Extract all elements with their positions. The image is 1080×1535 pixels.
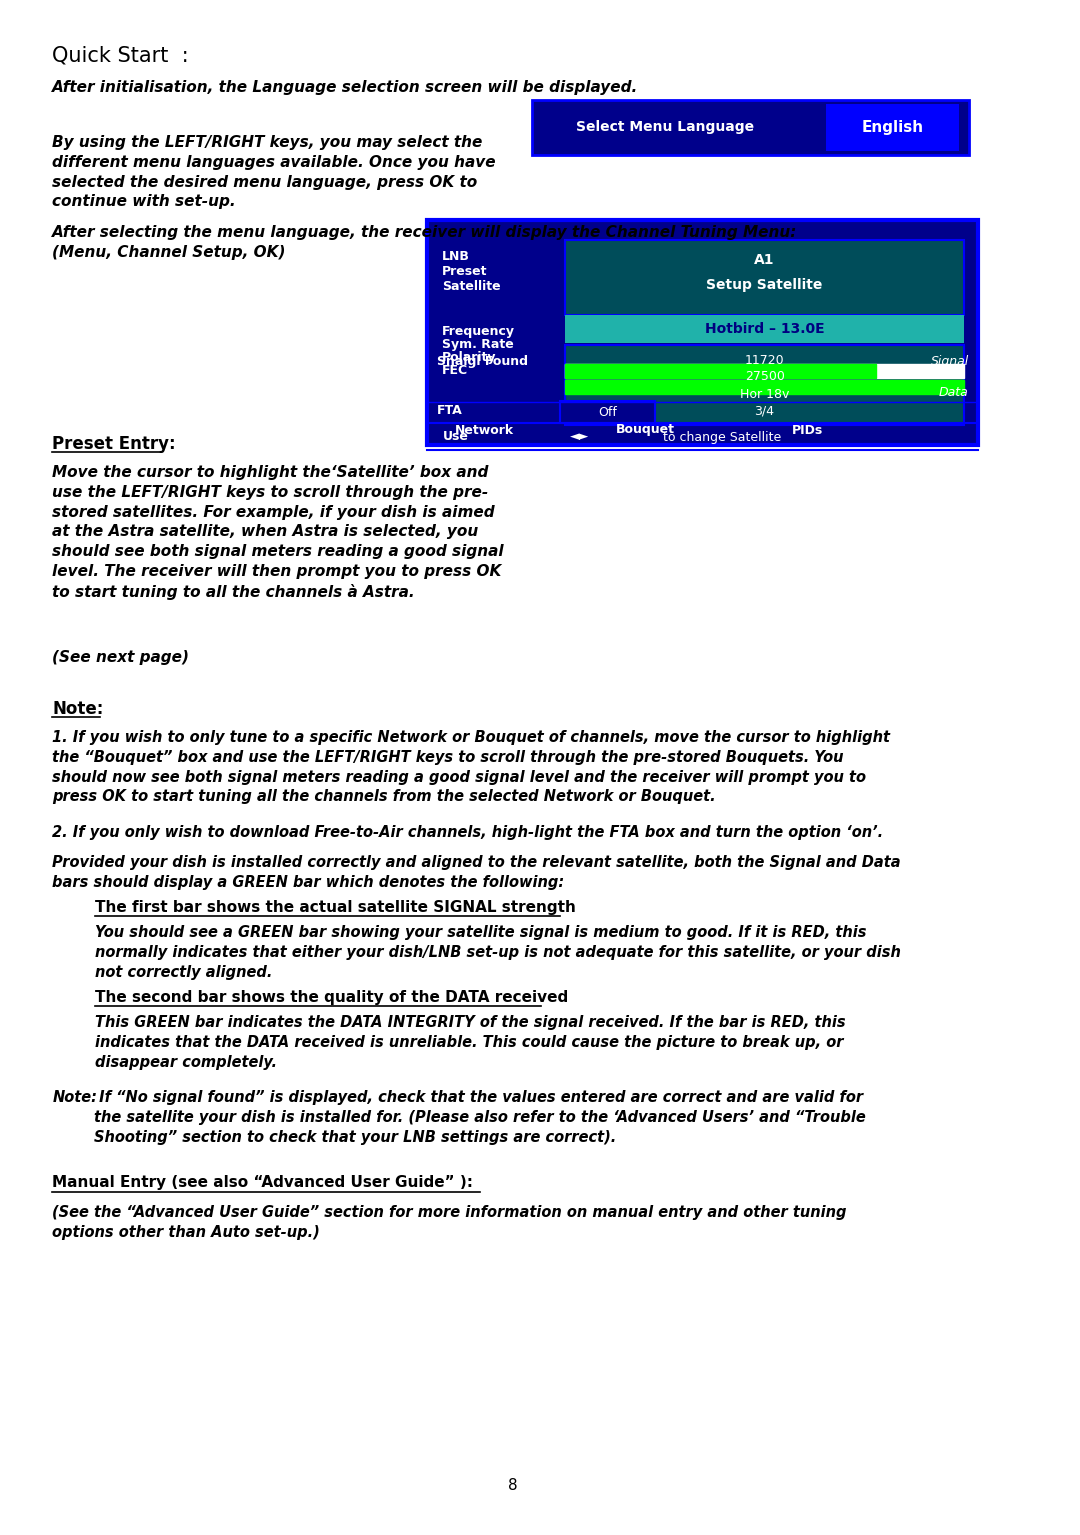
Text: FEC: FEC [442, 364, 468, 378]
Text: Snaigl Found: Snaigl Found [437, 356, 528, 368]
Text: Setup Satellite: Setup Satellite [706, 278, 823, 292]
Text: Move the cursor to highlight the‘Satellite’ box and
use the LEFT/RIGHT keys to s: Move the cursor to highlight the‘Satelli… [52, 465, 504, 600]
Text: Hor 18v: Hor 18v [740, 387, 789, 401]
Text: F2   Mode: F2 Mode [758, 451, 819, 465]
Text: Bouquet: Bouquet [617, 424, 675, 436]
Text: Provided your dish is installed correctly and aligned to the relevant satellite,: Provided your dish is installed correctl… [52, 855, 901, 890]
Text: Network: Network [455, 424, 514, 436]
Text: 3/4: 3/4 [755, 405, 774, 418]
Text: Sym. Rate: Sym. Rate [442, 338, 513, 352]
Text: After selecting the menu language, the receiver will display the Channel Tuning : After selecting the menu language, the r… [52, 226, 798, 259]
Text: 8: 8 [508, 1478, 517, 1492]
Text: LNB: LNB [442, 250, 470, 262]
Bar [565, 381, 964, 394]
Text: Quick Start  :: Quick Start : [52, 45, 189, 64]
Text: PIDs: PIDs [792, 424, 823, 436]
Text: (See next page): (See next page) [52, 649, 189, 665]
Text: Preset Entry:: Preset Entry: [52, 434, 176, 453]
FancyBboxPatch shape [565, 345, 964, 425]
FancyBboxPatch shape [428, 220, 978, 445]
Bar [565, 364, 964, 378]
Text: 11720: 11720 [745, 353, 784, 367]
Text: Manual Entry (see also “Advanced User Guide” ):: Manual Entry (see also “Advanced User Gu… [52, 1174, 473, 1190]
Text: The second bar shows the quality of the DATA received: The second bar shows the quality of the … [95, 990, 568, 1005]
Text: Preset: Preset [442, 266, 487, 278]
Text: Note:: Note: [52, 1090, 97, 1105]
FancyBboxPatch shape [561, 401, 656, 424]
FancyBboxPatch shape [826, 104, 959, 150]
Text: This GREEN bar indicates the DATA INTEGRITY of the signal received. If the bar i: This GREEN bar indicates the DATA INTEGR… [95, 1015, 846, 1070]
Text: to change Satellite: to change Satellite [663, 430, 781, 444]
Text: 2. If you only wish to download Free-to-Air channels, high-light the FTA box and: 2. If you only wish to download Free-to-… [52, 824, 883, 840]
Text: Frequency: Frequency [442, 325, 515, 338]
Text: English: English [862, 120, 923, 135]
Text: You should see a GREEN bar showing your satellite signal is medium to good. If i: You should see a GREEN bar showing your … [95, 926, 901, 979]
Text: FTA: FTA [437, 404, 462, 416]
Text: A1: A1 [754, 253, 774, 267]
Text: Polarity: Polarity [442, 352, 496, 364]
Text: 27500: 27500 [744, 370, 784, 384]
Text: Satellite: Satellite [442, 279, 500, 293]
Text: Select Menu Language: Select Menu Language [576, 121, 754, 135]
Text: After initialisation, the Language selection screen will be displayed.: After initialisation, the Language selec… [52, 80, 638, 95]
Text: Data: Data [939, 387, 969, 399]
Text: Use: Use [443, 430, 469, 444]
FancyBboxPatch shape [531, 100, 969, 155]
FancyBboxPatch shape [565, 239, 964, 315]
Text: If “No signal found” is displayed, check that the values entered are correct and: If “No signal found” is displayed, check… [94, 1090, 866, 1145]
Text: ◄►: ◄► [570, 430, 589, 444]
Bar [565, 364, 876, 378]
Text: Off: Off [598, 405, 618, 419]
Text: F1 – Preset: F1 – Preset [469, 451, 538, 465]
Text: The first bar shows the actual satellite SIGNAL strength: The first bar shows the actual satellite… [95, 900, 576, 915]
Text: Signal: Signal [931, 356, 969, 368]
Text: Note:: Note: [52, 700, 104, 718]
Text: Hotbird – 13.0E: Hotbird – 13.0E [705, 322, 824, 336]
Text: By using the LEFT/RIGHT keys, you may select the
different menu languages availa: By using the LEFT/RIGHT keys, you may se… [52, 135, 496, 209]
FancyBboxPatch shape [565, 315, 964, 342]
Text: (See the “Advanced User Guide” section for more information on manual entry and : (See the “Advanced User Guide” section f… [52, 1205, 847, 1240]
Text: 1. If you wish to only tune to a specific Network or Bouquet of channels, move t: 1. If you wish to only tune to a specifi… [52, 731, 890, 804]
